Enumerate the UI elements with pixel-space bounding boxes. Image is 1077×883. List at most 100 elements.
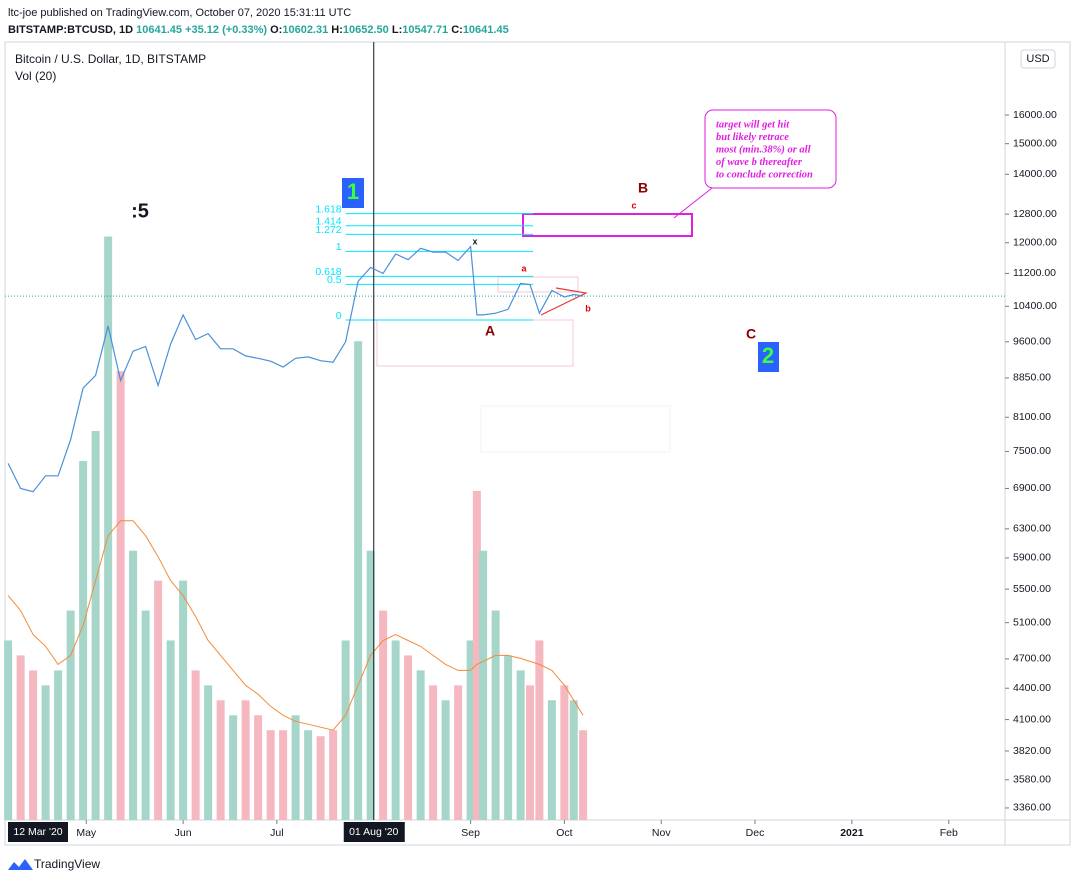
x-tick-label: Oct <box>556 827 572 839</box>
volume-bar <box>366 550 375 820</box>
last: 10641.45 <box>136 24 182 36</box>
volume-bar <box>404 655 413 820</box>
note-line: of wave b thereafter <box>716 157 803 168</box>
y-tick-label: 16000.00 <box>1013 109 1057 121</box>
volume-bar <box>166 640 175 820</box>
volume-bar <box>391 640 400 820</box>
logo <box>8 859 33 870</box>
crosshair-label: 01 Aug '20 <box>349 826 398 838</box>
volume-bar <box>329 730 338 820</box>
y-tick-label: 15000.00 <box>1013 137 1057 149</box>
target-box <box>522 213 693 237</box>
volume-bar <box>341 640 350 820</box>
fib-label: 1.272 <box>315 224 341 236</box>
y-tick-label: 3360.00 <box>1013 802 1051 814</box>
volume-bar <box>304 730 313 820</box>
wave-label: a <box>521 263 527 273</box>
fib-label: 1.618 <box>315 203 341 215</box>
x-tick-label: Dec <box>746 827 765 839</box>
note: target will get hit but likely retracemos… <box>716 119 813 180</box>
currency-button[interactable] <box>1020 49 1056 69</box>
ohlc-value: 10547.71 <box>402 24 448 36</box>
volume-bar <box>441 700 450 820</box>
symbol-line: BITSTAMP:BTCUSD, 1D 10641.45 +35.12 (+0.… <box>8 24 509 36</box>
y-tick-label: 5900.00 <box>1013 552 1051 564</box>
wave-label: 2 <box>762 343 774 368</box>
volume-bar <box>204 685 213 820</box>
volume-bar <box>316 736 325 820</box>
volume-bar <box>491 610 500 820</box>
volume-bar <box>579 730 588 820</box>
x-tick-label: 2021 <box>840 827 864 839</box>
volume-bar <box>535 640 544 820</box>
note-line: to conclude correction <box>716 169 813 180</box>
volume-bar <box>379 610 388 820</box>
fib-label: 1 <box>336 241 342 253</box>
ohlc-key: C: <box>451 24 463 36</box>
note-line: but likely retrace <box>716 132 789 143</box>
volume-bar <box>141 610 150 820</box>
wave-label: 1 <box>347 179 359 204</box>
x-tick-label: Nov <box>652 827 671 839</box>
fib-label: 0 <box>336 310 342 322</box>
zone-box <box>376 319 574 367</box>
byline: ltc-joe published on TradingView.com, Oc… <box>8 7 351 19</box>
x-tick-label: Jun <box>175 827 192 839</box>
triangle <box>540 287 588 316</box>
volume-bar <box>416 670 425 820</box>
y-tick-label: 8850.00 <box>1013 372 1051 384</box>
ohlc-value: 10602.31 <box>282 24 328 36</box>
volume-bar <box>547 700 556 820</box>
wave-label: x <box>472 236 477 246</box>
y-tick-label: 4400.00 <box>1013 682 1051 694</box>
volume-bar <box>129 550 138 820</box>
chart-title: Bitcoin / U.S. Dollar, 1D, BITSTAMP <box>15 52 206 66</box>
volume-bar <box>216 700 225 820</box>
volume-bar <box>54 670 63 820</box>
ohlc-value: 10641.45 <box>463 24 509 36</box>
volume-bar <box>526 685 534 820</box>
note-line: most (min.38%) or all <box>716 144 811 155</box>
brand: TradingView <box>34 857 100 871</box>
volume-bar <box>241 700 250 820</box>
wave-label: b <box>585 303 591 313</box>
volume-bar <box>472 490 481 820</box>
volume-bar <box>116 371 125 820</box>
volume-bar <box>279 730 288 820</box>
wave-label: c <box>631 200 636 210</box>
volume-ma <box>7 520 584 731</box>
y-tick-label: 5100.00 <box>1013 616 1051 628</box>
volume-bar <box>266 730 275 820</box>
wave-box <box>342 178 364 208</box>
currency[interactable]: USD <box>1026 53 1049 65</box>
wave-label: C <box>746 326 756 342</box>
start-label-bg <box>8 822 68 842</box>
volume-bar <box>91 431 100 820</box>
volume-bar <box>154 580 163 820</box>
volume-bar <box>66 610 75 820</box>
volume-bar <box>179 580 188 820</box>
volume-bar <box>560 685 569 820</box>
y-tick-label: 5500.00 <box>1013 583 1051 595</box>
wave-label: B <box>638 180 648 196</box>
y-tick-label: 7500.00 <box>1013 445 1051 457</box>
volume-bar <box>41 685 50 820</box>
wave-label: :5 <box>131 200 149 222</box>
y-tick-label: 12800.00 <box>1013 208 1057 220</box>
volume-bar <box>354 341 363 820</box>
y-tick-label: 12000.00 <box>1013 237 1057 249</box>
y-tick-label: 6900.00 <box>1013 482 1051 494</box>
y-tick-label: 3820.00 <box>1013 745 1051 757</box>
volume-bar <box>79 460 88 820</box>
ohlc-key: H: <box>331 24 343 36</box>
wave-box <box>758 342 779 372</box>
volume-bar <box>291 715 300 820</box>
y-tick-label: 10400.00 <box>1013 300 1057 312</box>
y-tick-label: 4700.00 <box>1013 653 1051 665</box>
start-label: 12 Mar '20 <box>13 826 62 838</box>
x-tick-label: Sep <box>461 827 480 839</box>
volume-bar <box>191 670 200 820</box>
fib-label: 0.5 <box>327 274 342 286</box>
y-tick-label: 3580.00 <box>1013 774 1051 786</box>
